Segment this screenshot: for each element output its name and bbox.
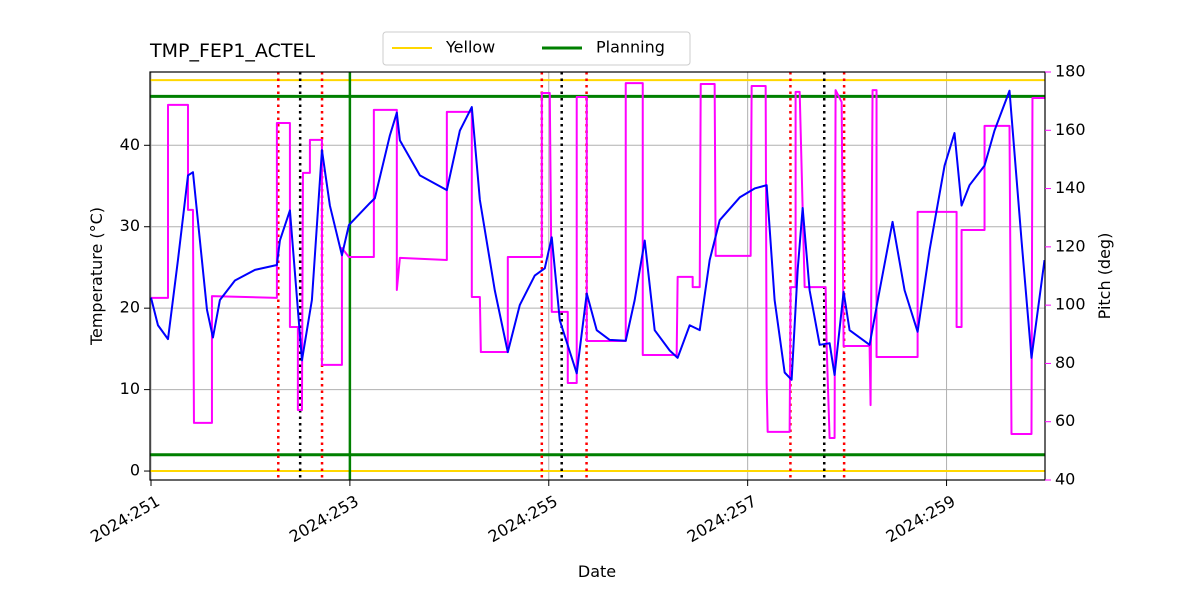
y-tick-label: 0: [130, 461, 140, 480]
y2-tick-label: 40: [1055, 470, 1075, 489]
y-tick-label: 30: [120, 216, 140, 235]
y2-tick-label: 60: [1055, 411, 1075, 430]
y2-tick-label: 160: [1055, 120, 1086, 139]
legend-label: Planning: [596, 38, 665, 57]
y2-axis-label: Pitch (deg): [1095, 233, 1114, 320]
x-tick-label: 2024:259: [883, 491, 959, 546]
y-axis-label: Temperature (°C): [87, 207, 106, 346]
legend-box: [382, 31, 691, 66]
y2-tick-label: 120: [1055, 236, 1086, 255]
legend-label: Yellow: [445, 38, 495, 57]
pitch-line: [150, 82, 1045, 440]
grid: [150, 72, 1045, 480]
x-tick-label: 2024:253: [286, 491, 362, 546]
chart-title: TMP_FEP1_ACTEL: [149, 40, 315, 62]
x-tick-label: 2024:251: [87, 491, 163, 546]
y2-tick-label: 180: [1055, 62, 1086, 81]
y2-tick-label: 100: [1055, 295, 1086, 314]
y2-tick-label: 140: [1055, 178, 1086, 197]
plot-frame: [149, 71, 1046, 481]
temperature-line: [150, 89, 1045, 381]
x-tick-label: 2024:257: [684, 491, 760, 546]
y-tick-label: 40: [120, 135, 140, 154]
y2-tick-label: 80: [1055, 353, 1075, 372]
y-tick-label: 20: [120, 298, 140, 317]
legend: Yellow Planning: [382, 31, 691, 66]
x-tick-label: 2024:255: [485, 491, 561, 546]
x-axis-label: Date: [578, 562, 616, 581]
y-tick-label: 10: [120, 379, 140, 398]
plot-area: [150, 72, 1045, 480]
